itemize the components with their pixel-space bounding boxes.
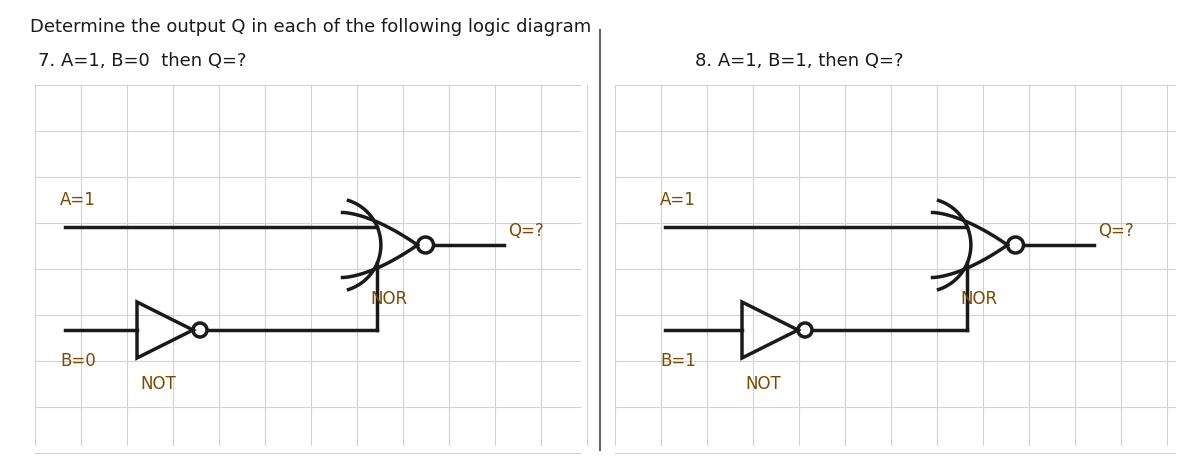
Text: NOR: NOR bbox=[960, 290, 997, 308]
Text: Determine the output Q in each of the following logic diagram: Determine the output Q in each of the fo… bbox=[30, 18, 592, 36]
Text: 8. A=1, B=1, then Q=?: 8. A=1, B=1, then Q=? bbox=[695, 52, 904, 70]
Text: A=1: A=1 bbox=[60, 191, 96, 209]
Text: NOT: NOT bbox=[140, 375, 175, 393]
Text: B=1: B=1 bbox=[660, 352, 696, 370]
Text: NOT: NOT bbox=[745, 375, 781, 393]
Text: Q=?: Q=? bbox=[1098, 222, 1134, 240]
Text: 7. A=1, B=0  then Q=?: 7. A=1, B=0 then Q=? bbox=[38, 52, 246, 70]
Text: A=1: A=1 bbox=[660, 191, 696, 209]
Text: B=0: B=0 bbox=[60, 352, 96, 370]
Text: NOR: NOR bbox=[370, 290, 407, 308]
Text: Q=?: Q=? bbox=[509, 222, 545, 240]
